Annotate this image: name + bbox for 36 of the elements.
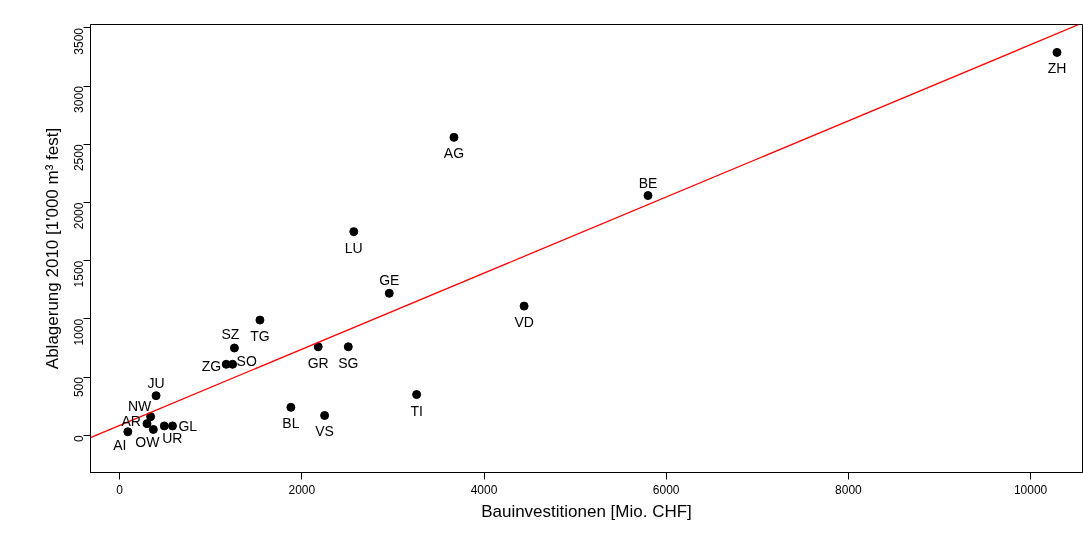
y-axis-title: Ablagerung 2010 [1'000 m³ fest] xyxy=(42,127,62,370)
data-label: TI xyxy=(410,402,423,419)
data-label: SZ xyxy=(221,325,240,342)
data-label: NW xyxy=(127,397,153,414)
data-label: GR xyxy=(307,354,329,371)
y-tick-label: 3000 xyxy=(72,85,86,113)
x-tick-label: 8000 xyxy=(835,482,863,497)
x-tick-label: 0 xyxy=(116,482,124,497)
data-label: OW xyxy=(135,434,161,451)
data-label: JU xyxy=(147,374,165,391)
data-label: GE xyxy=(379,272,400,289)
y-tick-label: 1500 xyxy=(72,260,86,288)
data-label: LU xyxy=(344,239,363,256)
y-tick-label: 2000 xyxy=(72,202,86,230)
y-tick-label: 2500 xyxy=(72,144,86,172)
x-tick-label: 2000 xyxy=(288,482,316,497)
data-label: TG xyxy=(250,328,270,345)
data-label: SG xyxy=(338,354,359,371)
data-label: BE xyxy=(638,174,658,191)
y-tick-label: 3500 xyxy=(72,27,86,55)
data-label: ZG xyxy=(201,358,222,375)
data-label: ZH xyxy=(1047,60,1067,77)
data-label: AG xyxy=(443,145,465,162)
x-tick-label: 6000 xyxy=(652,482,680,497)
data-label: SO xyxy=(236,353,257,370)
data-label: GL xyxy=(178,417,198,434)
y-tick-label: 500 xyxy=(72,376,86,398)
x-tick-label: 10000 xyxy=(1013,482,1048,497)
data-label: VD xyxy=(514,314,534,331)
y-tick-label: 1000 xyxy=(72,318,86,346)
data-label: AI xyxy=(113,436,127,453)
x-axis-title: Bauinvestitionen [Mio. CHF] xyxy=(481,501,692,521)
data-label: VS xyxy=(315,423,334,440)
x-tick-label: 4000 xyxy=(470,482,498,497)
y-tick-label: 0 xyxy=(72,434,86,442)
data-label: BL xyxy=(282,415,300,432)
